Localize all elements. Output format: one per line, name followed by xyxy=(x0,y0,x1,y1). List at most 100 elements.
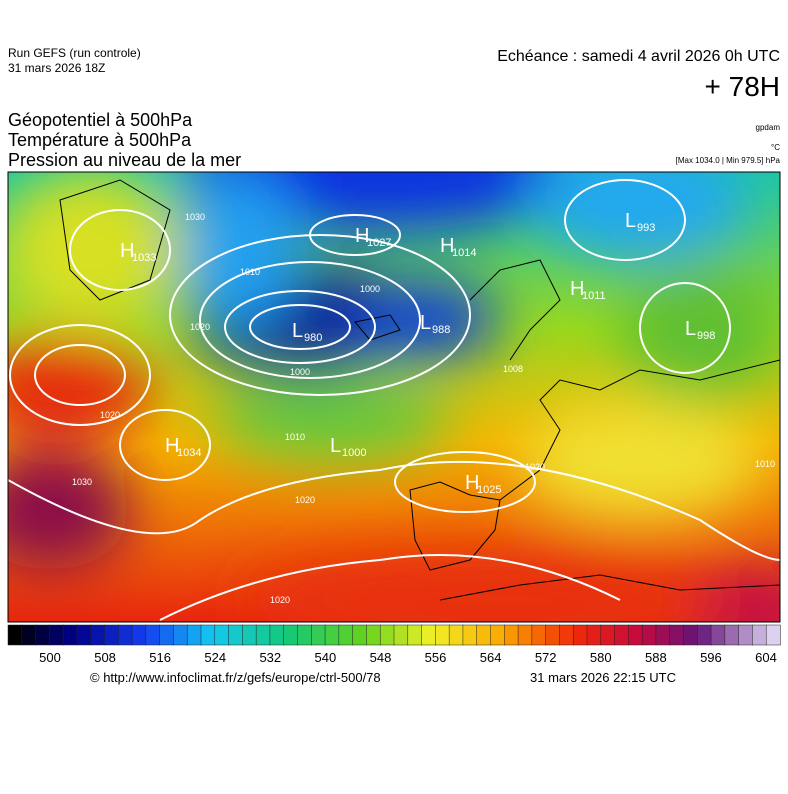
colorbar-swatch xyxy=(572,624,588,646)
colorbar-swatch xyxy=(21,624,37,646)
colorbar-swatch xyxy=(504,624,519,646)
colorbar-label: 604 xyxy=(755,650,777,665)
map-frame xyxy=(7,171,781,623)
colorbar-swatch xyxy=(90,624,106,646)
colorbar-label: 588 xyxy=(645,650,667,665)
colorbar-swatch xyxy=(76,624,92,646)
unit: [Max 1034.0 | Min 979.5] hPa xyxy=(676,156,781,165)
colorbar-swatch xyxy=(35,624,51,646)
colorbar-swatch xyxy=(379,624,395,646)
isobar-label: 1030 xyxy=(185,212,205,222)
colorbar-swatch xyxy=(683,624,699,646)
unit: gpdam xyxy=(756,123,781,132)
colorbar-swatch xyxy=(724,624,740,646)
colorbar-swatch xyxy=(448,624,464,646)
field-title: Géopotentiel à 500hPa xyxy=(8,110,193,130)
colorbar-swatch xyxy=(476,624,492,646)
isobar-label: 1020 xyxy=(100,410,120,420)
center-value: 1034 xyxy=(177,447,201,459)
colorbar-label: 524 xyxy=(204,650,226,665)
colorbar-swatch xyxy=(531,624,547,646)
isobar-label: 1000 xyxy=(290,367,310,377)
colorbar-swatch xyxy=(242,624,257,646)
center-type: L xyxy=(685,318,696,340)
colorbar-label: 556 xyxy=(425,650,447,665)
isobar-label: 1010 xyxy=(755,459,775,469)
center-type: H xyxy=(465,472,479,494)
colorbar-swatch xyxy=(435,624,450,646)
generated-time: 31 mars 2026 22:15 UTC xyxy=(530,670,676,685)
colorbar-label: 532 xyxy=(259,650,281,665)
run-date: 31 mars 2026 18Z xyxy=(8,61,105,75)
colorbar-swatch xyxy=(159,624,175,646)
colorbar-swatch xyxy=(586,624,602,646)
center-value: 1014 xyxy=(452,247,476,259)
center-type: H xyxy=(165,435,179,457)
colorbar-label: 548 xyxy=(370,650,392,665)
field-title: Pression au niveau de la mer xyxy=(8,150,241,170)
center-type: H xyxy=(570,278,584,300)
center-value: 1025 xyxy=(477,484,501,496)
isobar-label: 1000 xyxy=(360,284,380,294)
isobar-label: 1030 xyxy=(72,477,92,487)
colorbar-swatch xyxy=(600,624,616,646)
colorbar-label: 564 xyxy=(480,650,502,665)
center-value: 1011 xyxy=(582,290,606,302)
isobar-label: 1020 xyxy=(525,462,545,472)
colorbar-swatch xyxy=(517,624,533,646)
colorbar-swatch xyxy=(49,624,64,646)
center-type: H xyxy=(440,235,454,257)
colorbar-swatch xyxy=(324,624,340,646)
center-type: L xyxy=(330,435,341,457)
center-value: 993 xyxy=(637,222,655,234)
center-value: 1033 xyxy=(132,252,156,264)
colorbar-swatch xyxy=(352,624,368,646)
center-value: 998 xyxy=(697,330,715,342)
colorbar-swatch xyxy=(669,624,685,646)
colorbar-label: 572 xyxy=(535,650,557,665)
colorbar-swatch xyxy=(311,624,326,646)
center-type: L xyxy=(625,210,636,232)
center-value: 1027 xyxy=(367,237,391,249)
colorbar-swatch xyxy=(765,624,781,646)
colorbar-swatch xyxy=(421,624,437,646)
colorbar-label: 516 xyxy=(149,650,171,665)
colorbar-swatch xyxy=(490,624,506,646)
isobar-label: 1010 xyxy=(285,432,305,442)
colorbar-swatch xyxy=(214,624,230,646)
colorbar-swatch xyxy=(255,624,271,646)
colorbar-swatch xyxy=(228,624,244,646)
map xyxy=(8,172,780,622)
colorbar-swatch xyxy=(462,624,478,646)
colorbar-swatch xyxy=(545,624,561,646)
colorbar-swatch xyxy=(200,624,216,646)
colorbar-swatch xyxy=(738,624,754,646)
isobar-label: 1010 xyxy=(240,267,260,277)
colorbar-label: 540 xyxy=(315,650,337,665)
colorbar-swatch xyxy=(628,624,643,646)
colorbar-swatch xyxy=(62,624,78,646)
colorbar-swatch xyxy=(104,624,120,646)
isobar-label: 1008 xyxy=(503,364,523,374)
colorbar-swatch xyxy=(407,624,423,646)
colorbar-swatch xyxy=(655,624,671,646)
center-value: 980 xyxy=(304,332,322,344)
colorbar-swatch xyxy=(752,624,767,646)
isobars xyxy=(8,179,780,621)
colorbar-swatch xyxy=(641,624,657,646)
colorbar-label: 500 xyxy=(39,650,61,665)
colorbar-swatch xyxy=(559,624,574,646)
colorbar-label: 580 xyxy=(590,650,612,665)
field-title: Température à 500hPa xyxy=(8,130,192,150)
center-type: H xyxy=(120,240,134,262)
colorbar-swatch xyxy=(338,624,354,646)
isobar-label: 1020 xyxy=(270,595,290,605)
source-url: © http://www.infoclimat.fr/z/gefs/europe… xyxy=(90,670,381,685)
colorbar-label: 508 xyxy=(94,650,116,665)
center-type: L xyxy=(420,312,431,334)
colorbar-swatch xyxy=(710,624,726,646)
colorbar-swatch xyxy=(297,624,313,646)
colorbar-swatch xyxy=(7,624,23,646)
center-type: H xyxy=(355,225,369,247)
